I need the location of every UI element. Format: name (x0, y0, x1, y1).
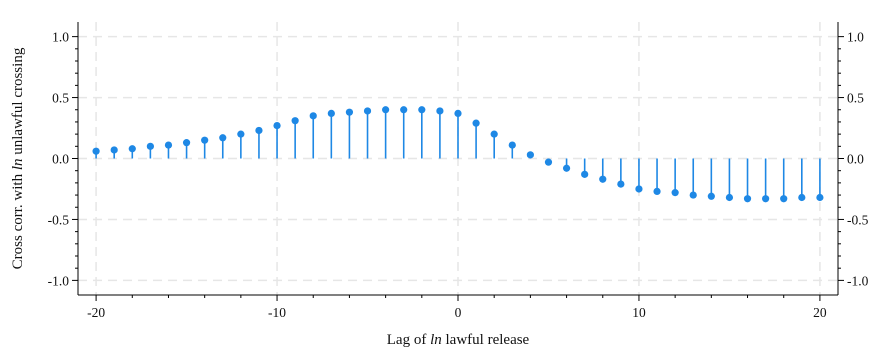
stem-marker (798, 193, 806, 202)
stem-marker (707, 192, 715, 200)
x-axis-title: Lag of ln lawful release (387, 332, 530, 348)
stem-marker (92, 147, 100, 155)
stem-marker (508, 141, 516, 149)
y-tick-label-left: 1.0 (52, 30, 69, 45)
stem-marker (400, 106, 408, 114)
stem-marker (164, 141, 173, 149)
y-tick-label-right: 1.0 (847, 30, 864, 45)
y-tick-label-right: -1.0 (847, 273, 869, 288)
stem-marker (418, 106, 426, 114)
stem-marker (544, 158, 553, 166)
tick-labels: -20 -10 0 10 20 1.0 1.0 0.5 0.5 0.0 0.0 -0.5 -0.5 -1.… (48, 30, 869, 320)
stem-marker (454, 109, 462, 118)
stem-marker (436, 107, 444, 115)
x-axis-title-part: lawful release (442, 332, 530, 348)
stem-marker (653, 187, 661, 196)
stem-marker (599, 175, 607, 183)
stem-marker (617, 180, 625, 188)
stem-marker (273, 121, 281, 130)
stem-marker (562, 164, 571, 172)
stem-marker (472, 119, 480, 127)
stem-marker (182, 139, 191, 147)
x-tick-label: 20 (813, 305, 827, 320)
stem-marker (309, 112, 317, 120)
stem-marker (816, 193, 824, 202)
x-axis-title-part: Lag of (387, 332, 430, 348)
stem-marker (327, 109, 335, 118)
stem-marker (110, 146, 118, 154)
stem-marker (201, 136, 209, 144)
y-tick-label-left: -1.0 (48, 273, 70, 288)
stem-marker (237, 130, 245, 138)
stem-marker (345, 108, 354, 116)
y-axis-title: Cross corr. with ln unlawful crossing (10, 47, 26, 269)
stem-marker (490, 130, 498, 138)
y-tick-label-left: 0.5 (52, 91, 69, 106)
y-tick-label-left: -0.5 (48, 212, 70, 227)
y-tick-label-right: 0.0 (847, 152, 864, 167)
stem-marker (743, 195, 752, 203)
stems (92, 106, 824, 203)
stem-marker (762, 195, 770, 203)
x-tick-label: -10 (268, 305, 286, 320)
stem-marker (581, 170, 589, 178)
stem-marker (219, 134, 227, 142)
stem-marker (526, 151, 534, 159)
x-tick-label: 0 (455, 305, 462, 320)
stem-marker (363, 107, 372, 115)
y-axis-title-part: Cross corr. with (10, 170, 26, 269)
stem-marker (255, 126, 263, 135)
stem-marker (635, 185, 643, 193)
axes (72, 22, 844, 301)
stem-marker (780, 195, 788, 203)
stem-marker (128, 145, 136, 153)
stem-marker (725, 193, 734, 202)
x-axis-title-italic: ln (430, 332, 442, 348)
y-axis-title-italic: ln (10, 158, 26, 170)
stem-marker (146, 142, 154, 150)
x-tick-label: 10 (632, 305, 646, 320)
y-tick-label-left: 0.0 (52, 152, 69, 167)
y-tick-label-right: -0.5 (847, 212, 869, 227)
stem-marker (291, 117, 299, 125)
stem-marker (671, 189, 679, 197)
y-tick-label-right: 0.5 (847, 91, 864, 106)
stem-marker (689, 191, 697, 199)
x-tick-label: -20 (87, 305, 105, 320)
y-axis-title-part: unlawful crossing (10, 47, 26, 158)
stem-marker (382, 106, 390, 114)
